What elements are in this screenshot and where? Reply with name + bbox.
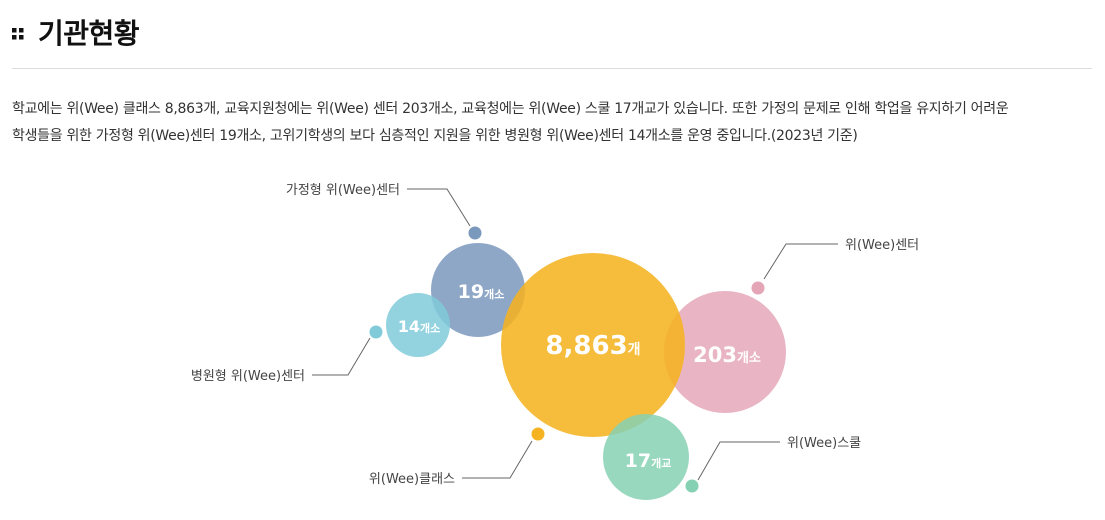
bubble-class-number: 8,863개 bbox=[545, 331, 640, 361]
bubble-center-value: 203 bbox=[693, 343, 737, 367]
callout-dot-class bbox=[531, 427, 545, 441]
callout-label-center: 위(Wee)센터 bbox=[845, 238, 919, 253]
callout-line-school bbox=[697, 441, 780, 481]
bubble-school bbox=[603, 414, 689, 500]
callout-line-class bbox=[462, 440, 533, 479]
bubble-school-number: 17개교 bbox=[625, 450, 672, 472]
callout-dot-school bbox=[685, 479, 699, 493]
bubble-hospital bbox=[386, 293, 450, 357]
section-heading: 기관현황 bbox=[12, 10, 140, 54]
title-divider bbox=[12, 68, 1092, 69]
bubble-home-value: 19 bbox=[458, 281, 484, 303]
callout-dot-center bbox=[751, 281, 765, 295]
bubble-class-unit: 개 bbox=[628, 342, 641, 358]
callout-label-hospital: 병원형 위(Wee)센터 bbox=[191, 369, 305, 384]
bubble-school-unit: 개교 bbox=[651, 456, 671, 470]
callout-line-center bbox=[763, 243, 838, 280]
callout-line-hospital bbox=[312, 337, 371, 376]
callout-label-school: 위(Wee)스쿨 bbox=[787, 436, 861, 451]
bubble-hospital-value: 14 bbox=[398, 317, 420, 336]
bubble-home bbox=[431, 243, 525, 337]
bubble-home-number: 19개소 bbox=[458, 281, 505, 303]
page-title: 기관현황 bbox=[38, 17, 140, 50]
bubble-hospital-unit: 개소 bbox=[420, 321, 440, 335]
bubble-center-number: 203개소 bbox=[693, 343, 761, 367]
callout-label-home: 가정형 위(Wee)센터 bbox=[286, 183, 400, 198]
description: 학교에는 위(Wee) 클래스 8,863개, 교육지원청에는 위(Wee) 센… bbox=[12, 96, 1097, 150]
callout-dot-hospital bbox=[369, 325, 383, 339]
bubble-hospital-number: 14개소 bbox=[398, 317, 441, 336]
dots-grid-icon bbox=[12, 28, 24, 40]
callout-line-home bbox=[407, 188, 471, 227]
bubble-school-value: 17 bbox=[625, 450, 651, 472]
callout-label-class: 위(Wee)클래스 bbox=[369, 472, 455, 487]
bubble-class bbox=[501, 253, 685, 437]
bubble-home-unit: 개소 bbox=[484, 287, 504, 301]
description-line-2: 학생들을 위한 가정형 위(Wee)센터 19개소, 고위기학생의 보다 심층적… bbox=[12, 128, 858, 144]
bubble-class-value: 8,863 bbox=[545, 331, 627, 361]
bubble-center-unit: 개소 bbox=[737, 351, 761, 366]
callout-dot-home bbox=[468, 226, 482, 240]
description-line-1: 학교에는 위(Wee) 클래스 8,863개, 교육지원청에는 위(Wee) 센… bbox=[12, 101, 1009, 117]
bubble-center bbox=[664, 291, 786, 413]
